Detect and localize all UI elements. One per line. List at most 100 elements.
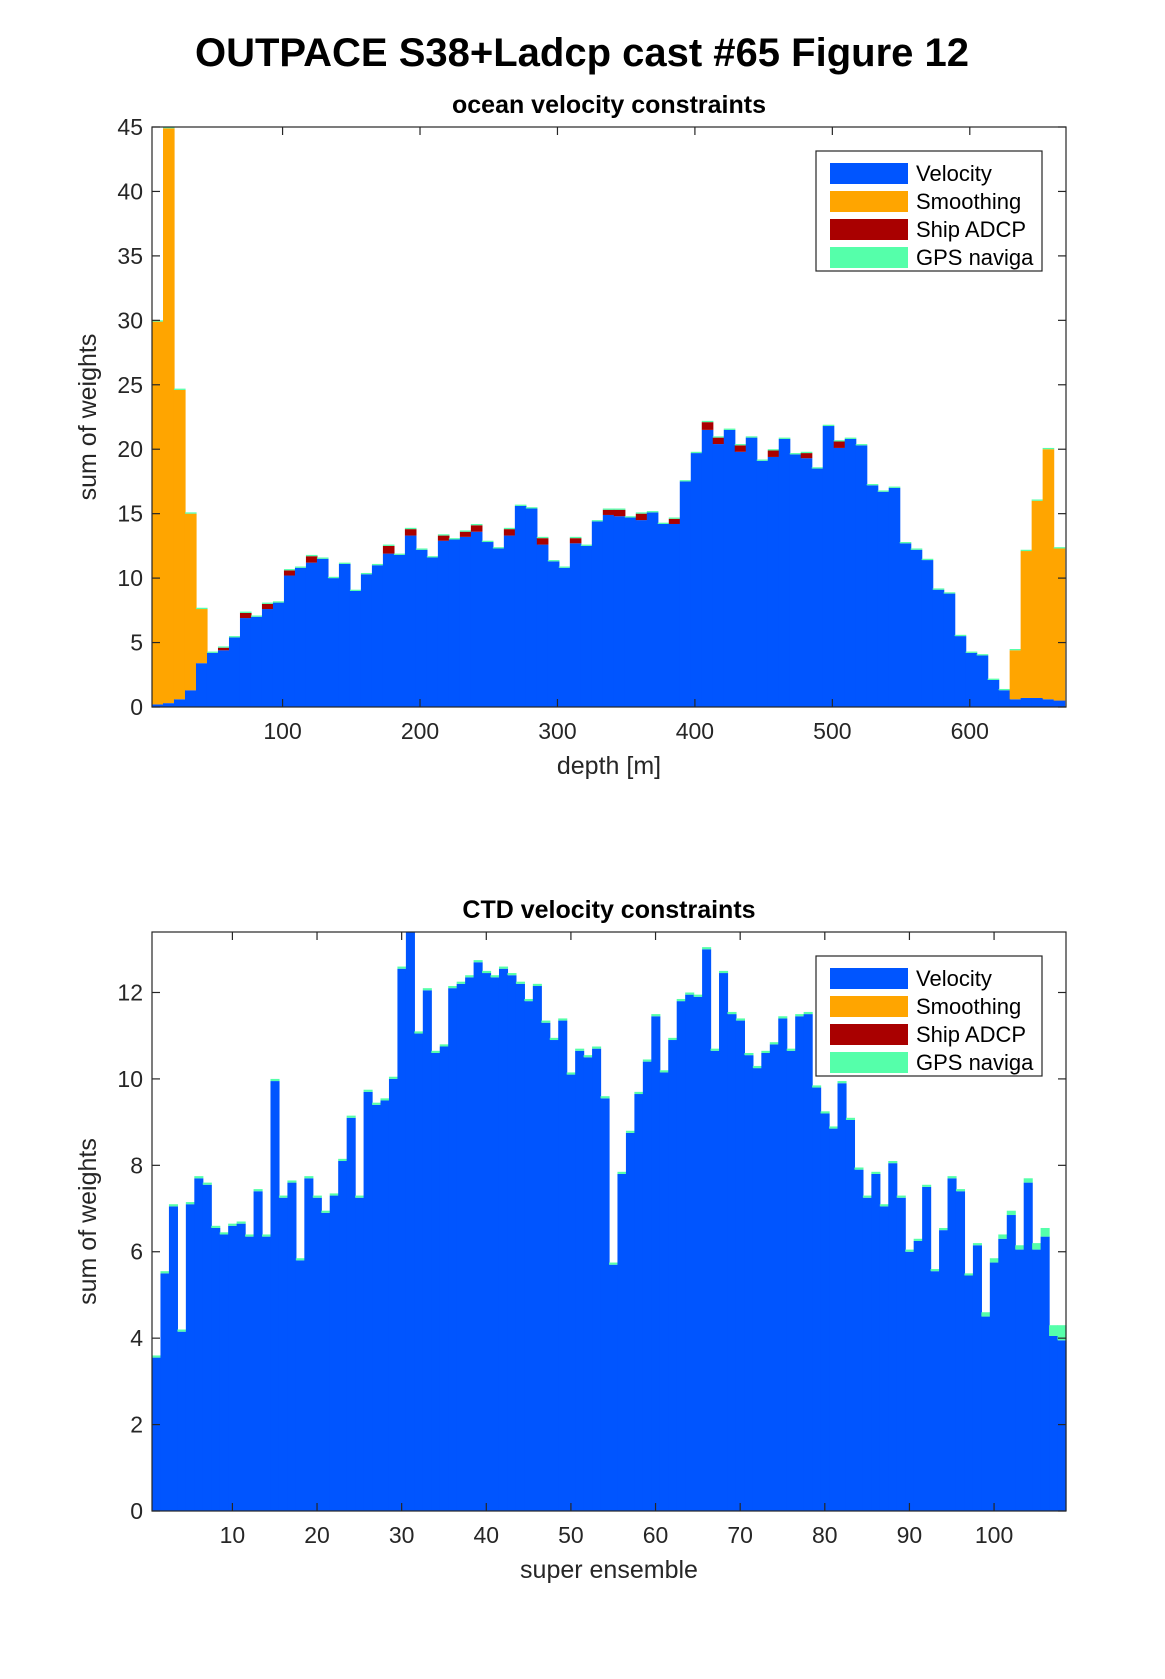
bar-velocity bbox=[404, 535, 417, 707]
bar-gps bbox=[380, 1098, 390, 1101]
y-tick-label: 10 bbox=[117, 565, 143, 591]
bar-velocity bbox=[393, 554, 406, 707]
bar-velocity bbox=[602, 514, 615, 707]
bar-gps bbox=[778, 437, 791, 439]
bar-gps bbox=[152, 1355, 162, 1358]
bar-smoothing bbox=[1042, 449, 1055, 700]
bar-velocity bbox=[976, 655, 989, 707]
bar-ship-adcp bbox=[734, 445, 747, 452]
bar-velocity bbox=[316, 558, 329, 707]
bar-gps bbox=[228, 1223, 238, 1226]
bar-gps bbox=[371, 563, 384, 566]
bar-velocity bbox=[756, 460, 769, 707]
bar-gps bbox=[338, 1158, 348, 1162]
bar-velocity bbox=[152, 704, 164, 707]
bar-velocity bbox=[382, 553, 395, 707]
bar-ship-adcp bbox=[470, 525, 483, 532]
bars bbox=[152, 127, 1066, 707]
bar-velocity bbox=[943, 593, 956, 707]
x-tick-label: 80 bbox=[812, 1522, 838, 1548]
bar-velocity bbox=[592, 1048, 602, 1511]
ocean-velocity-panel: ocean velocity constraints 0 5 10 15 20 25 30 35… bbox=[74, 91, 1067, 780]
bar-gps bbox=[844, 437, 857, 439]
legend-label-gps: GPS naviga bbox=[916, 1050, 1034, 1075]
y-tick-label: 0 bbox=[130, 694, 143, 720]
bar-velocity bbox=[845, 1119, 856, 1511]
bar-velocity bbox=[217, 650, 230, 707]
bar-gps bbox=[312, 1195, 322, 1198]
bar-gps bbox=[888, 1161, 898, 1164]
bar-ship-adcp bbox=[503, 529, 516, 536]
bar-velocity bbox=[987, 679, 1000, 707]
bar-gps bbox=[558, 566, 571, 568]
bar-ship-adcp bbox=[283, 570, 296, 576]
bar-gps bbox=[624, 516, 637, 518]
legend-swatch-gps bbox=[830, 247, 908, 268]
bar-velocity bbox=[312, 1197, 322, 1511]
bar-gps bbox=[184, 512, 197, 514]
bar-gps bbox=[702, 947, 712, 950]
bar-velocity bbox=[498, 968, 509, 1511]
bar-velocity bbox=[998, 690, 1011, 707]
bar-gps bbox=[1015, 1245, 1025, 1250]
bar-gps bbox=[767, 449, 780, 451]
bar-velocity bbox=[397, 968, 407, 1511]
bar-velocity bbox=[690, 453, 703, 707]
bar-gps bbox=[871, 1171, 881, 1174]
bar-gps bbox=[845, 1117, 856, 1120]
bar-velocity bbox=[1031, 697, 1044, 707]
bar-gps bbox=[360, 572, 373, 575]
bar-gps bbox=[905, 1249, 915, 1252]
bar-velocity bbox=[465, 977, 475, 1511]
bar-gps bbox=[1009, 649, 1022, 651]
bar-gps bbox=[592, 1046, 602, 1049]
bar-velocity bbox=[723, 429, 736, 707]
bar-gps bbox=[803, 1011, 813, 1015]
bar-velocity bbox=[947, 1178, 957, 1511]
bar-velocity bbox=[536, 544, 549, 707]
bar-gps bbox=[761, 1050, 771, 1053]
bar-gps bbox=[338, 562, 351, 564]
bar-ship-adcp bbox=[800, 453, 813, 459]
bar-velocity bbox=[735, 1020, 745, 1511]
bar-gps bbox=[294, 566, 307, 568]
bar-smoothing bbox=[1009, 650, 1022, 700]
bar-gps bbox=[896, 1195, 906, 1198]
bar-velocity bbox=[1053, 700, 1066, 707]
bar-gps bbox=[855, 444, 868, 446]
bar-velocity bbox=[609, 1264, 619, 1511]
bar-velocity bbox=[930, 1271, 940, 1511]
bar-velocity bbox=[833, 447, 846, 707]
y-tick-label: 5 bbox=[130, 630, 143, 656]
bar-velocity bbox=[253, 1191, 263, 1511]
bar-velocity bbox=[414, 1033, 424, 1511]
x-tick-label: 90 bbox=[897, 1522, 923, 1548]
bar-velocity bbox=[712, 444, 725, 707]
bar-velocity bbox=[896, 1197, 906, 1511]
bar-ship-adcp bbox=[382, 545, 395, 554]
bar-gps bbox=[744, 1052, 754, 1056]
bar-gps bbox=[989, 1258, 999, 1263]
bar-velocity bbox=[600, 1098, 610, 1511]
bar-velocity bbox=[837, 1083, 847, 1511]
bar-gps bbox=[422, 988, 432, 991]
bar-gps bbox=[646, 511, 659, 513]
bar-velocity bbox=[492, 548, 505, 707]
bar-gps bbox=[459, 530, 472, 532]
legend-label-ship-adcp: Ship ADCP bbox=[916, 1022, 1026, 1047]
bar-velocity bbox=[431, 1052, 441, 1511]
bar-gps bbox=[346, 1115, 356, 1118]
bar-gps bbox=[327, 576, 340, 579]
bar-velocity bbox=[525, 508, 538, 707]
bar-gps bbox=[272, 601, 285, 603]
bar-smoothing bbox=[1053, 548, 1066, 701]
bar-gps bbox=[363, 1089, 373, 1092]
bar-gps bbox=[549, 1037, 559, 1041]
legend-label-ship-adcp: Ship ADCP bbox=[916, 217, 1026, 242]
bar-velocity bbox=[294, 567, 307, 707]
bar-velocity bbox=[245, 1236, 255, 1511]
bar-velocity bbox=[219, 1234, 229, 1511]
bar-gps bbox=[437, 534, 450, 536]
bar-gps bbox=[202, 1182, 212, 1185]
figure-title: OUTPACE S38+Ladcp cast #65 Figure 12 bbox=[195, 31, 969, 75]
